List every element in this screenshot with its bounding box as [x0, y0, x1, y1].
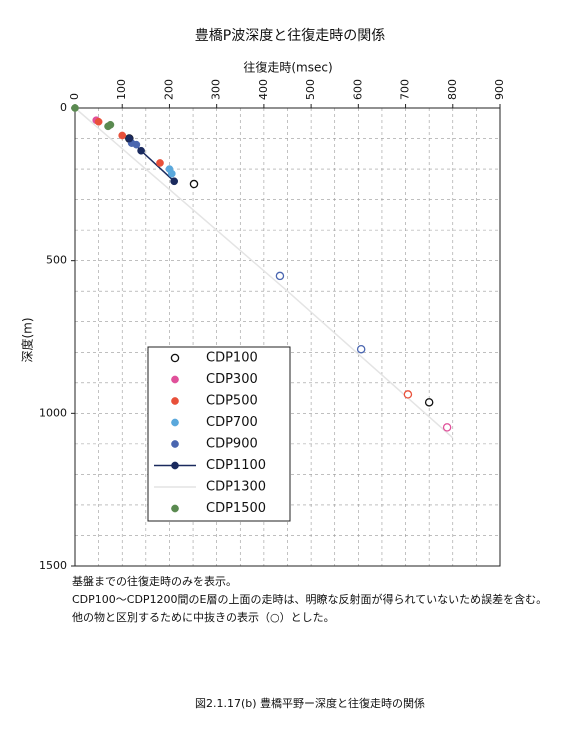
x-tick-label: 200: [162, 79, 175, 100]
legend-marker: [171, 397, 179, 405]
data-point: [167, 169, 176, 178]
x-tick-label: 400: [257, 79, 270, 100]
y-tick-label: 1000: [39, 406, 67, 419]
data-point: [94, 117, 103, 126]
data-point: [170, 177, 179, 186]
x-tick-label: 500: [304, 79, 317, 100]
data-point: [132, 140, 141, 149]
legend-label: CDP1300: [206, 480, 266, 495]
data-point: [137, 146, 145, 155]
legend-marker: [171, 461, 179, 470]
data-point: [71, 104, 79, 112]
series-line: [74, 107, 454, 439]
legend-label: CDP500: [206, 394, 258, 409]
y-tick-label: 500: [46, 254, 67, 267]
x-tick-label: 0: [68, 93, 81, 100]
plot-frame: [74, 107, 501, 567]
data-point: [356, 344, 366, 354]
data-point: [106, 120, 115, 129]
data-point: [189, 179, 199, 189]
legend-label: CDP100: [206, 351, 258, 366]
legend-label: CDP1500: [206, 501, 266, 516]
y-tick-label: 1500: [39, 559, 67, 572]
note: 基盤までの往復走時のみを表示。: [72, 574, 237, 588]
chart-title: 豊橋P波深度と往復走時の関係: [195, 27, 385, 44]
caption: 図2.1.17(b) 豊橋平野ー深度と往復走時の関係: [195, 696, 425, 710]
x-tick-label: 300: [210, 79, 223, 100]
data-point: [442, 423, 452, 432]
data-point: [275, 271, 285, 281]
x-tick-label: 600: [351, 79, 364, 100]
legend-marker: [171, 504, 179, 513]
legend-label: CDP700: [206, 415, 258, 430]
y-tick-label: 0: [60, 101, 67, 114]
legend: [147, 346, 291, 522]
legend-marker: [171, 375, 179, 384]
note: CDP100～CDP1200間のE層の上面の走時は、明瞭な反射面が得られていない…: [72, 592, 547, 606]
legend-marker: [171, 418, 179, 427]
x-tick-label: 100: [115, 79, 128, 100]
legend-label: CDP300: [206, 372, 258, 387]
x-tick-label: 700: [399, 79, 412, 100]
legend-label: CDP1100: [206, 458, 266, 473]
x-tick-label: 800: [446, 79, 459, 100]
data-point: [125, 134, 134, 143]
data-point: [424, 398, 434, 407]
legend-marker: [170, 353, 180, 363]
data-point: [156, 159, 164, 167]
y-axis-label: 深度(m): [20, 317, 35, 362]
data-point: [118, 131, 127, 140]
note: 他の物と区別するために中抜きの表示（○）とした。: [72, 610, 335, 624]
data-point: [403, 390, 413, 399]
x-tick-label: 900: [493, 79, 506, 100]
legend-marker: [171, 440, 179, 448]
legend-label: CDP900: [206, 437, 258, 452]
x-axis-label: 往復走時(msec): [243, 60, 332, 75]
